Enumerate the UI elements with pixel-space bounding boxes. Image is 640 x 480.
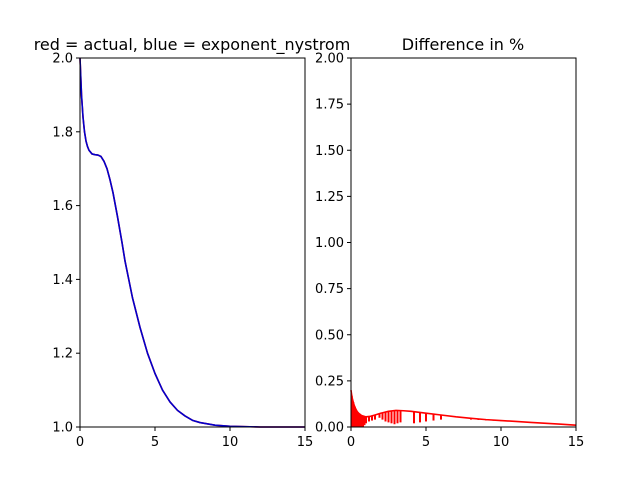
- right-y-tick-label: 1.50: [315, 144, 344, 159]
- left-plot-ticks: 0 5 10 15 1.0 1.2 1.4 1.6 1.8 2.0: [52, 52, 313, 451]
- left-plot-frame: [79, 57, 306, 428]
- left-x-tick-label: 0: [76, 435, 84, 450]
- left-x-tick-label: 15: [297, 435, 314, 450]
- right-y-tick-label: 1.00: [315, 236, 344, 251]
- left-subplot: red = actual, blue = exponent_nystrom 0 5…: [34, 35, 351, 450]
- left-y-tick-label: 1.6: [52, 199, 73, 214]
- right-x-tick-label: 5: [422, 435, 430, 450]
- right-plot-lines: [350, 389, 577, 427]
- right-y-tick-label: 1.25: [315, 190, 344, 205]
- right-y-tick-label: 1.75: [315, 98, 344, 113]
- left-y-tick-label: 1.8: [52, 125, 73, 140]
- right-x-tick-label: 15: [568, 435, 585, 450]
- right-plot-title: Difference in %: [402, 35, 524, 54]
- left-plot-series-line: [79, 57, 305, 428]
- left-x-tick-label: 5: [151, 435, 159, 450]
- right-plot-ticks: 0 5 10 15 0.00 0.25 0.50 0.75 1.00 1.25 1.50 1.75 2.…: [315, 52, 584, 451]
- left-y-tick-label: 2.0: [52, 52, 73, 67]
- left-plot-lines: [79, 57, 305, 428]
- right-y-tick-label: 0.00: [315, 421, 344, 436]
- right-y-tick-label: 0.50: [315, 328, 344, 343]
- left-y-tick-label: 1.0: [52, 421, 73, 436]
- right-y-tick-label: 0.25: [315, 374, 344, 389]
- left-plot-title: red = actual, blue = exponent_nystrom: [34, 35, 351, 55]
- right-x-tick-label: 0: [347, 435, 355, 450]
- left-x-tick-label: 10: [222, 435, 239, 450]
- right-y-tick-label: 2.00: [315, 52, 344, 67]
- right-x-tick-label: 10: [493, 435, 510, 450]
- right-plot-frame: [350, 57, 577, 428]
- left-y-tick-label: 1.4: [52, 273, 73, 288]
- right-y-tick-label: 0.75: [315, 282, 344, 297]
- left-y-tick-label: 1.2: [52, 347, 73, 362]
- right-subplot: Difference in % 0 5 10 15 0.00 0.25 0.50 0.75 1.…: [315, 35, 584, 450]
- right-plot-series-line: [350, 389, 577, 426]
